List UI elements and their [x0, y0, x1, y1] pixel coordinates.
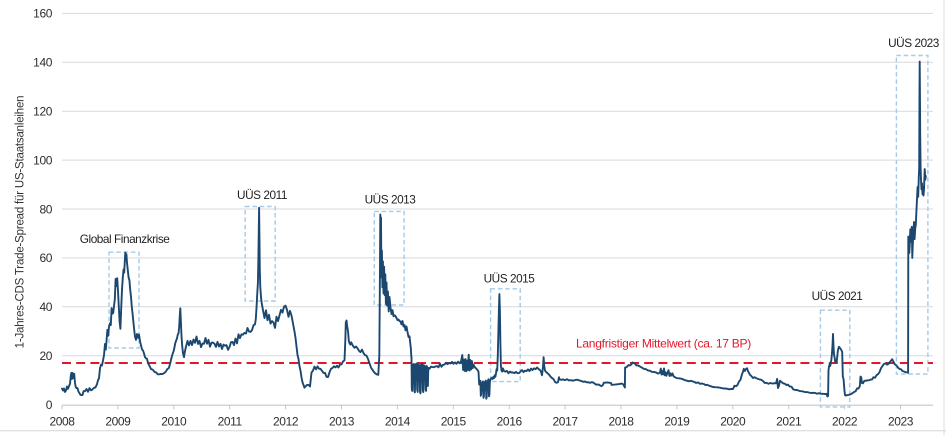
svg-text:2019: 2019	[664, 415, 690, 429]
svg-text:100: 100	[33, 153, 53, 167]
svg-text:80: 80	[39, 202, 52, 216]
svg-text:120: 120	[33, 105, 53, 119]
svg-text:20: 20	[39, 349, 52, 363]
svg-text:2013: 2013	[329, 415, 355, 429]
svg-text:40: 40	[39, 300, 52, 314]
svg-text:UÜS 2023: UÜS 2023	[888, 36, 940, 50]
svg-text:2016: 2016	[497, 415, 523, 429]
svg-text:2017: 2017	[553, 415, 579, 429]
svg-text:2008: 2008	[49, 415, 75, 429]
svg-text:Global Finanzkrise: Global Finanzkrise	[80, 232, 170, 246]
svg-text:2012: 2012	[273, 415, 299, 429]
svg-text:140: 140	[33, 56, 53, 70]
svg-text:160: 160	[33, 7, 53, 21]
svg-text:Langfristiger Mittelwert (ca.: Langfristiger Mittelwert (ca. 17 BP)	[576, 337, 751, 351]
svg-text:1-Jahres-CDS Trade-Spread für: 1-Jahres-CDS Trade-Spread für US-Staatsa…	[15, 96, 27, 349]
svg-text:2018: 2018	[608, 415, 634, 429]
svg-text:60: 60	[39, 251, 52, 265]
svg-text:UÜS 2021: UÜS 2021	[812, 289, 863, 303]
svg-text:2022: 2022	[832, 415, 858, 429]
svg-text:2021: 2021	[776, 415, 802, 429]
svg-text:2020: 2020	[720, 415, 746, 429]
svg-text:2014: 2014	[385, 415, 411, 429]
svg-text:2015: 2015	[441, 415, 467, 429]
svg-text:2009: 2009	[105, 415, 131, 429]
svg-text:UÜS 2015: UÜS 2015	[484, 272, 536, 286]
svg-text:2023: 2023	[888, 415, 914, 429]
svg-text:2011: 2011	[218, 415, 243, 429]
svg-text:2010: 2010	[161, 415, 187, 429]
svg-text:UÜS 2013: UÜS 2013	[365, 192, 417, 206]
svg-text:0: 0	[46, 398, 53, 412]
svg-text:UÜS 2011: UÜS 2011	[237, 188, 287, 202]
